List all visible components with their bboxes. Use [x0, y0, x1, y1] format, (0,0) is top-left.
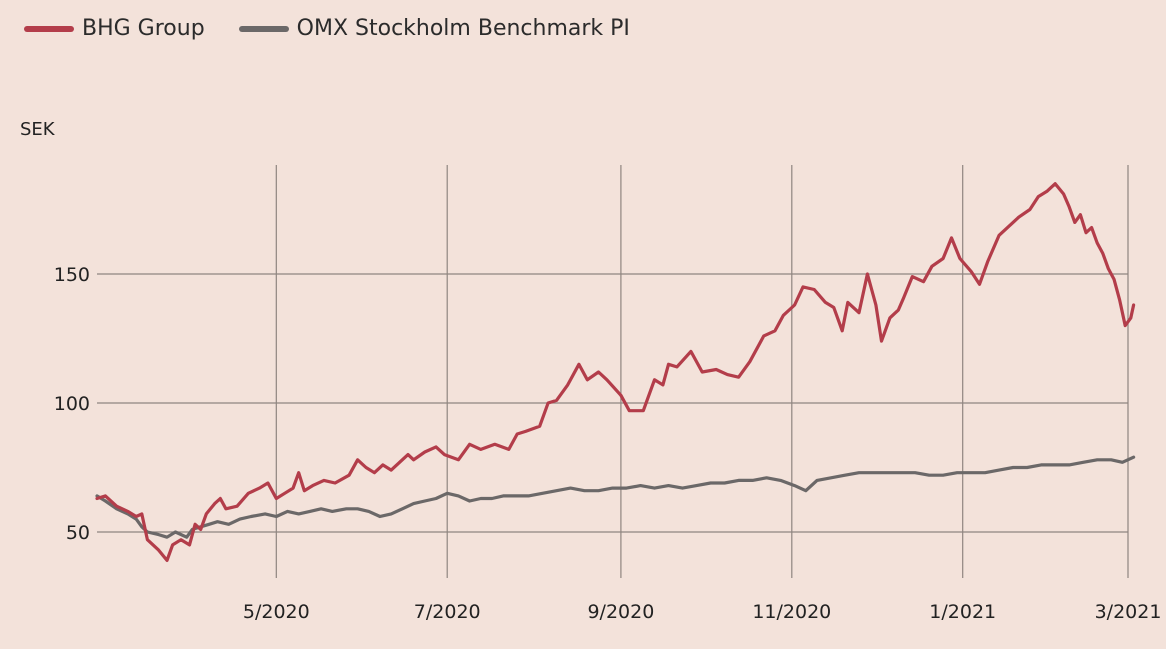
x-tick-label-3: 11/2020	[752, 601, 831, 623]
x-tick-labels: 5/2020 7/2020 9/2020 11/2020 1/2021 3/2021	[243, 601, 1162, 623]
grid-lines	[97, 165, 1129, 578]
x-tick-label-1: 7/2020	[414, 601, 481, 623]
chart-legend: BHG Group OMX Stockholm Benchmark PI	[24, 16, 630, 41]
x-tick-label-4: 1/2021	[929, 601, 996, 623]
legend-swatch-bhg	[24, 25, 74, 32]
x-tick-label-5: 3/2021	[1095, 601, 1162, 623]
legend-swatch-omx	[238, 25, 289, 32]
y-unit-label: SEK	[20, 119, 56, 140]
y-tick-label-50: 50	[66, 522, 90, 544]
legend-item-omx[interactable]: OMX Stockholm Benchmark PI	[238, 16, 630, 41]
series-line-omx-benchmark	[95, 455, 1136, 539]
y-tick-label-100: 100	[54, 393, 90, 415]
x-tick-label-2: 9/2020	[587, 601, 654, 623]
legend-label-omx: OMX Stockholm Benchmark PI	[296, 16, 630, 41]
series-line-bhg-group	[95, 182, 1136, 562]
series-lines	[95, 182, 1136, 562]
legend-item-bhg[interactable]: BHG Group	[24, 16, 205, 41]
legend-label-bhg: BHG Group	[82, 16, 205, 41]
y-tick-label-150: 150	[54, 264, 90, 286]
x-tick-label-0: 5/2020	[243, 601, 310, 623]
y-tick-labels: 50 100 150	[54, 264, 90, 544]
